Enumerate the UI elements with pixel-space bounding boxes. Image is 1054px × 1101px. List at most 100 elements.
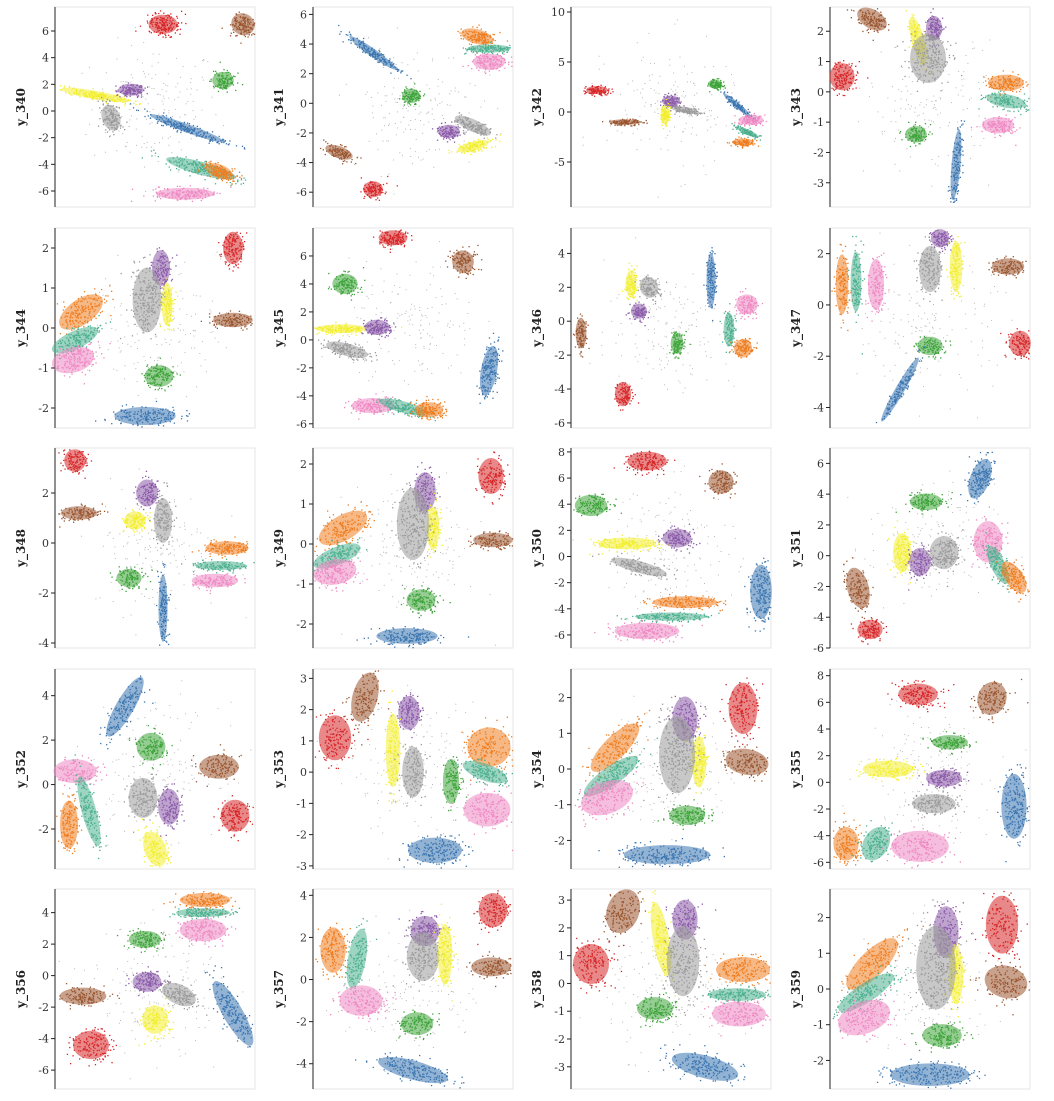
noise-point [705, 108, 706, 109]
cluster-green [399, 83, 425, 106]
noise-point [1003, 133, 1004, 134]
scatter-point [490, 132, 491, 133]
scatter-point [112, 124, 113, 125]
scatter-point [465, 132, 466, 133]
scatter-point [108, 103, 109, 104]
scatter-point [454, 135, 455, 136]
scatter-point [666, 118, 667, 119]
noise-point [878, 111, 879, 112]
scatter-point [709, 91, 710, 92]
scatter-point [120, 87, 121, 88]
scatter-point [199, 135, 200, 136]
scatter-point [467, 148, 468, 149]
scatter-point [200, 171, 201, 172]
noise-point [163, 96, 164, 97]
noise-point [905, 109, 906, 110]
scatter-point [202, 169, 203, 170]
scatter-point [400, 72, 401, 73]
scatter-point [368, 189, 369, 190]
scatter-point [133, 85, 134, 86]
scatter-point [437, 131, 438, 132]
scatter-point [730, 105, 731, 106]
scatter-point [760, 123, 761, 124]
scatter-point [253, 24, 254, 25]
scatter-point [230, 79, 231, 80]
scatter-point [167, 24, 168, 25]
scatter-point [697, 111, 698, 112]
scatter-point [490, 64, 491, 65]
scatter-point [105, 119, 106, 120]
scatter-point [118, 99, 119, 100]
scatter-point [108, 105, 109, 106]
scatter-point [463, 66, 464, 67]
noise-point [405, 129, 406, 130]
scatter-point [390, 64, 391, 65]
scatter-point [350, 155, 351, 156]
scatter-point [683, 105, 684, 106]
scatter-point [482, 49, 483, 50]
scatter-point [457, 128, 458, 129]
scatter-point [84, 96, 85, 97]
scatter-point [195, 163, 196, 164]
scatter-point [193, 195, 194, 196]
scatter-point [753, 123, 754, 124]
scatter-point [201, 130, 202, 131]
scatter-point [457, 122, 458, 123]
scatter-point [738, 101, 739, 102]
scatter-point [85, 93, 86, 94]
scatter-point [226, 77, 227, 78]
scatter-point [690, 111, 691, 112]
scatter-point [160, 32, 161, 33]
scatter-point [210, 163, 211, 164]
scatter-point [210, 139, 211, 140]
scatter-point [758, 122, 759, 123]
scatter-point [216, 142, 217, 143]
scatter-point [866, 21, 867, 22]
scatter-point [226, 182, 227, 183]
scatter-point [624, 125, 625, 126]
scatter-point [614, 125, 615, 126]
scatter-point [856, 87, 857, 88]
scatter-point [170, 170, 171, 171]
scatter-point [76, 92, 77, 93]
scatter-point [206, 173, 207, 174]
scatter-point [480, 61, 481, 62]
scatter-point [210, 161, 211, 162]
scatter-point [849, 64, 850, 65]
scatter-point [499, 65, 500, 66]
scatter-point [372, 187, 373, 188]
scatter-point [375, 199, 376, 200]
noise-point [951, 102, 952, 103]
scatter-point [372, 182, 373, 183]
scatter-point [102, 101, 103, 102]
scatter-point [492, 46, 493, 47]
scatter-point [145, 88, 146, 89]
scatter-point [151, 32, 152, 33]
scatter-point [212, 131, 213, 132]
scatter-point [592, 93, 593, 94]
scatter-point [729, 101, 730, 102]
noise-point [131, 74, 132, 75]
scatter-point [176, 124, 177, 125]
noise-point [162, 138, 163, 139]
scatter-point [219, 143, 220, 144]
scatter-point [457, 119, 458, 120]
scatter-point [508, 49, 509, 50]
scatter-point [479, 39, 480, 40]
scatter-point [211, 166, 212, 167]
scatter-point [678, 108, 679, 109]
scatter-point [488, 49, 489, 50]
scatter-point [680, 110, 681, 111]
scatter-point [485, 131, 486, 132]
scatter-point [191, 193, 192, 194]
scatter-point [414, 90, 415, 91]
scatter-point [162, 115, 163, 116]
scatter-point [469, 127, 470, 128]
scatter-point [226, 88, 227, 89]
scatter-point [160, 17, 161, 18]
scatter-point [410, 78, 411, 79]
scatter-point [106, 116, 107, 117]
noise-point [396, 64, 397, 65]
noise-point [919, 115, 920, 116]
scatter-point [464, 125, 465, 126]
